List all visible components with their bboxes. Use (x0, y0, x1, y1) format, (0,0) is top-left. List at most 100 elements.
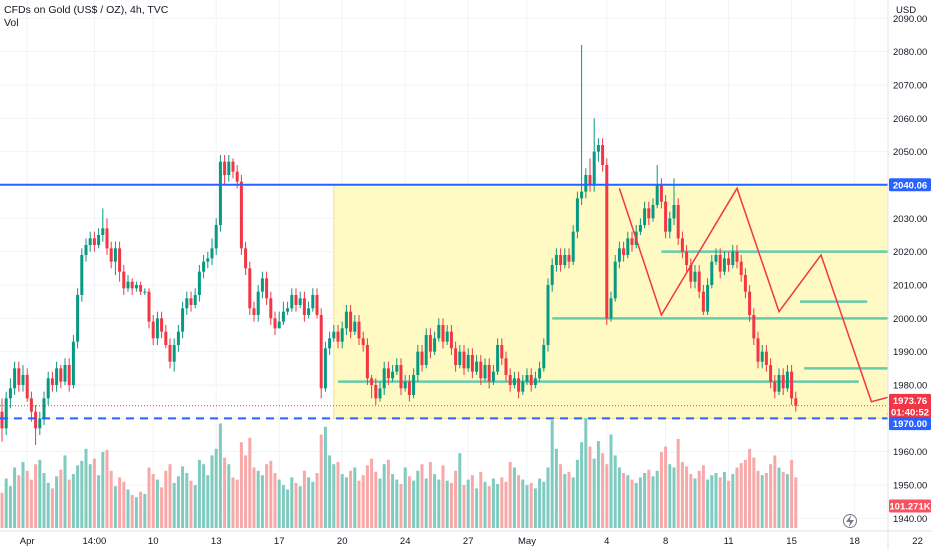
volume-bar (265, 464, 269, 528)
candle-body (38, 418, 42, 429)
volume-bar (160, 487, 164, 528)
volume-label[interactable]: Vol (4, 17, 19, 29)
candle-body (88, 238, 92, 245)
volume-bar (638, 477, 642, 528)
volume-bar (294, 482, 298, 528)
volume-bar (496, 484, 500, 528)
candle-body (214, 225, 218, 249)
volume-bar (676, 438, 680, 528)
x-tick-label: 18 (849, 536, 860, 547)
candle-body (311, 295, 315, 309)
volume-bar (533, 488, 537, 528)
candle-body (206, 258, 210, 262)
candle-body (542, 345, 546, 369)
volume-bar (223, 457, 227, 528)
candle-body (710, 261, 714, 285)
volume-bar (260, 475, 264, 528)
candle-body (567, 255, 571, 262)
volume-bar (731, 474, 735, 528)
candle-body (176, 331, 180, 345)
volume-bar (202, 464, 206, 528)
candle-body (466, 355, 470, 369)
candle-body (122, 271, 126, 289)
volume-bar (445, 480, 449, 528)
candle-body (332, 331, 336, 339)
price-axis (888, 0, 932, 550)
volume-bar (550, 420, 554, 528)
volume-bar (206, 475, 210, 528)
candle-body (302, 298, 306, 315)
volume-bar (256, 470, 260, 528)
volume-bar (584, 418, 588, 528)
candle-body (55, 368, 59, 385)
candle-body (592, 151, 596, 185)
candle-body (80, 255, 84, 295)
volume-bar (466, 479, 470, 528)
candle-body (139, 285, 143, 292)
volume-bar (8, 486, 12, 528)
x-tick-label: 17 (274, 536, 285, 547)
candle-body (727, 258, 731, 265)
candle-body (693, 271, 697, 282)
volume-bar (164, 470, 168, 528)
candle-body (735, 251, 739, 262)
volume-bar (500, 477, 504, 528)
candle-body (701, 291, 705, 312)
volume-bar (361, 475, 365, 528)
volume-bar (185, 473, 189, 528)
volume-bar (412, 480, 416, 528)
volume-bar (273, 473, 277, 528)
volume-bar (29, 479, 33, 528)
volume-bar (92, 458, 96, 528)
volume-bar (21, 462, 25, 528)
volume-bar (790, 459, 794, 528)
candle-body (46, 378, 50, 399)
candle-body (685, 251, 689, 265)
volume-bar (88, 464, 92, 528)
volume-bar (105, 449, 109, 528)
symbol-title[interactable]: CFDs on Gold (US$ / OZ), 4h, TVC (4, 4, 169, 16)
volume-bar (101, 452, 105, 528)
volume-bar (227, 464, 231, 528)
candle-body (613, 261, 617, 299)
candle-body (483, 365, 487, 379)
y-tick-label: 1950.00 (893, 481, 927, 492)
volume-bar (17, 475, 21, 528)
candle-body (277, 321, 281, 329)
candle-body (470, 355, 474, 372)
y-tick-label: 1990.00 (893, 347, 927, 358)
candle-body (109, 248, 113, 262)
volume-bar (59, 469, 63, 528)
candle-body (374, 385, 378, 399)
candle-body (0, 411, 4, 429)
volume-bar (760, 475, 764, 528)
candle-body (155, 318, 159, 339)
volume-bar (378, 478, 382, 528)
x-tick-label: 14:00 (83, 536, 107, 547)
volume-bar (374, 471, 378, 528)
volume-bar (777, 467, 781, 528)
volume-bar (197, 459, 201, 528)
volume-bar (365, 465, 369, 528)
volume-bar (701, 465, 705, 528)
candle-body (689, 265, 693, 282)
candle-body (382, 368, 386, 389)
volume-bar (714, 473, 718, 528)
volume-bar (71, 474, 75, 528)
volume-bar (529, 482, 533, 528)
candle-body (101, 228, 105, 235)
candle-body (239, 181, 243, 249)
volume-bar (470, 475, 474, 528)
volume-bar (554, 448, 558, 528)
volume-bar (622, 473, 626, 528)
candle-body (344, 311, 348, 329)
candle-body (391, 371, 395, 379)
price-tag-label: 1973.76 (893, 396, 927, 407)
x-tick-label: 24 (400, 536, 411, 547)
volume-bar (248, 437, 252, 528)
volume-bar (189, 480, 193, 528)
volume-bar (542, 481, 546, 528)
candle-body (353, 321, 357, 332)
